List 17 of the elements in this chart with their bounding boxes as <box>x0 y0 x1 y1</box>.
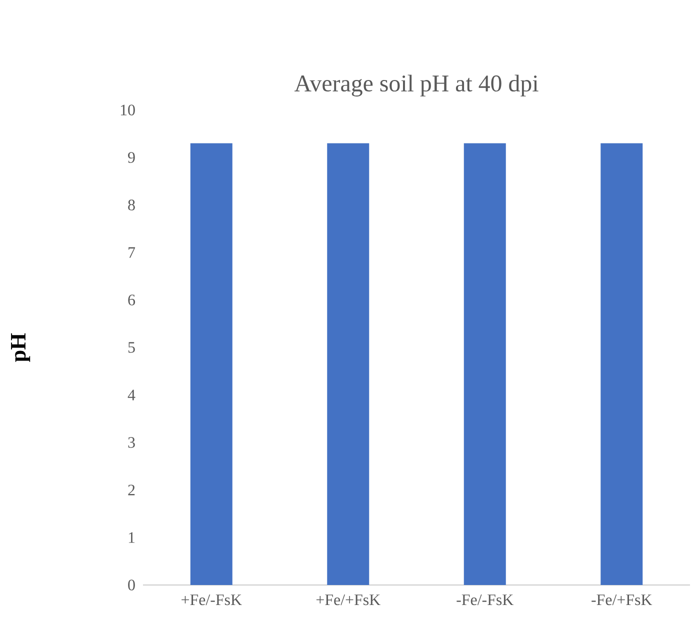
x-tick-label: +Fe/+FsK <box>316 594 380 606</box>
y-tick-label: 9 <box>128 152 135 163</box>
y-tick-label: 10 <box>120 104 135 116</box>
y-tick-label: 1 <box>128 532 135 543</box>
x-tick-label: +Fe/-FsK <box>182 594 242 606</box>
y-tick-label: 5 <box>128 342 135 353</box>
y-tick-label: 6 <box>128 294 136 306</box>
y-tick-label: 3 <box>128 437 135 448</box>
y-tick-label: 8 <box>128 200 135 210</box>
y-axis-title: pH <box>11 333 30 362</box>
x-tick-label: -Fe/+FsK <box>592 594 652 606</box>
chart-title: Average soil pH at 40 dpi <box>294 74 538 96</box>
y-tick-label: 4 <box>128 390 136 400</box>
x-tick-label: -Fe/-FsK <box>456 594 514 606</box>
y-tick-label: 2 <box>128 484 135 496</box>
y-tick-label: 0 <box>128 580 135 590</box>
y-tick-label: 7 <box>128 247 136 258</box>
